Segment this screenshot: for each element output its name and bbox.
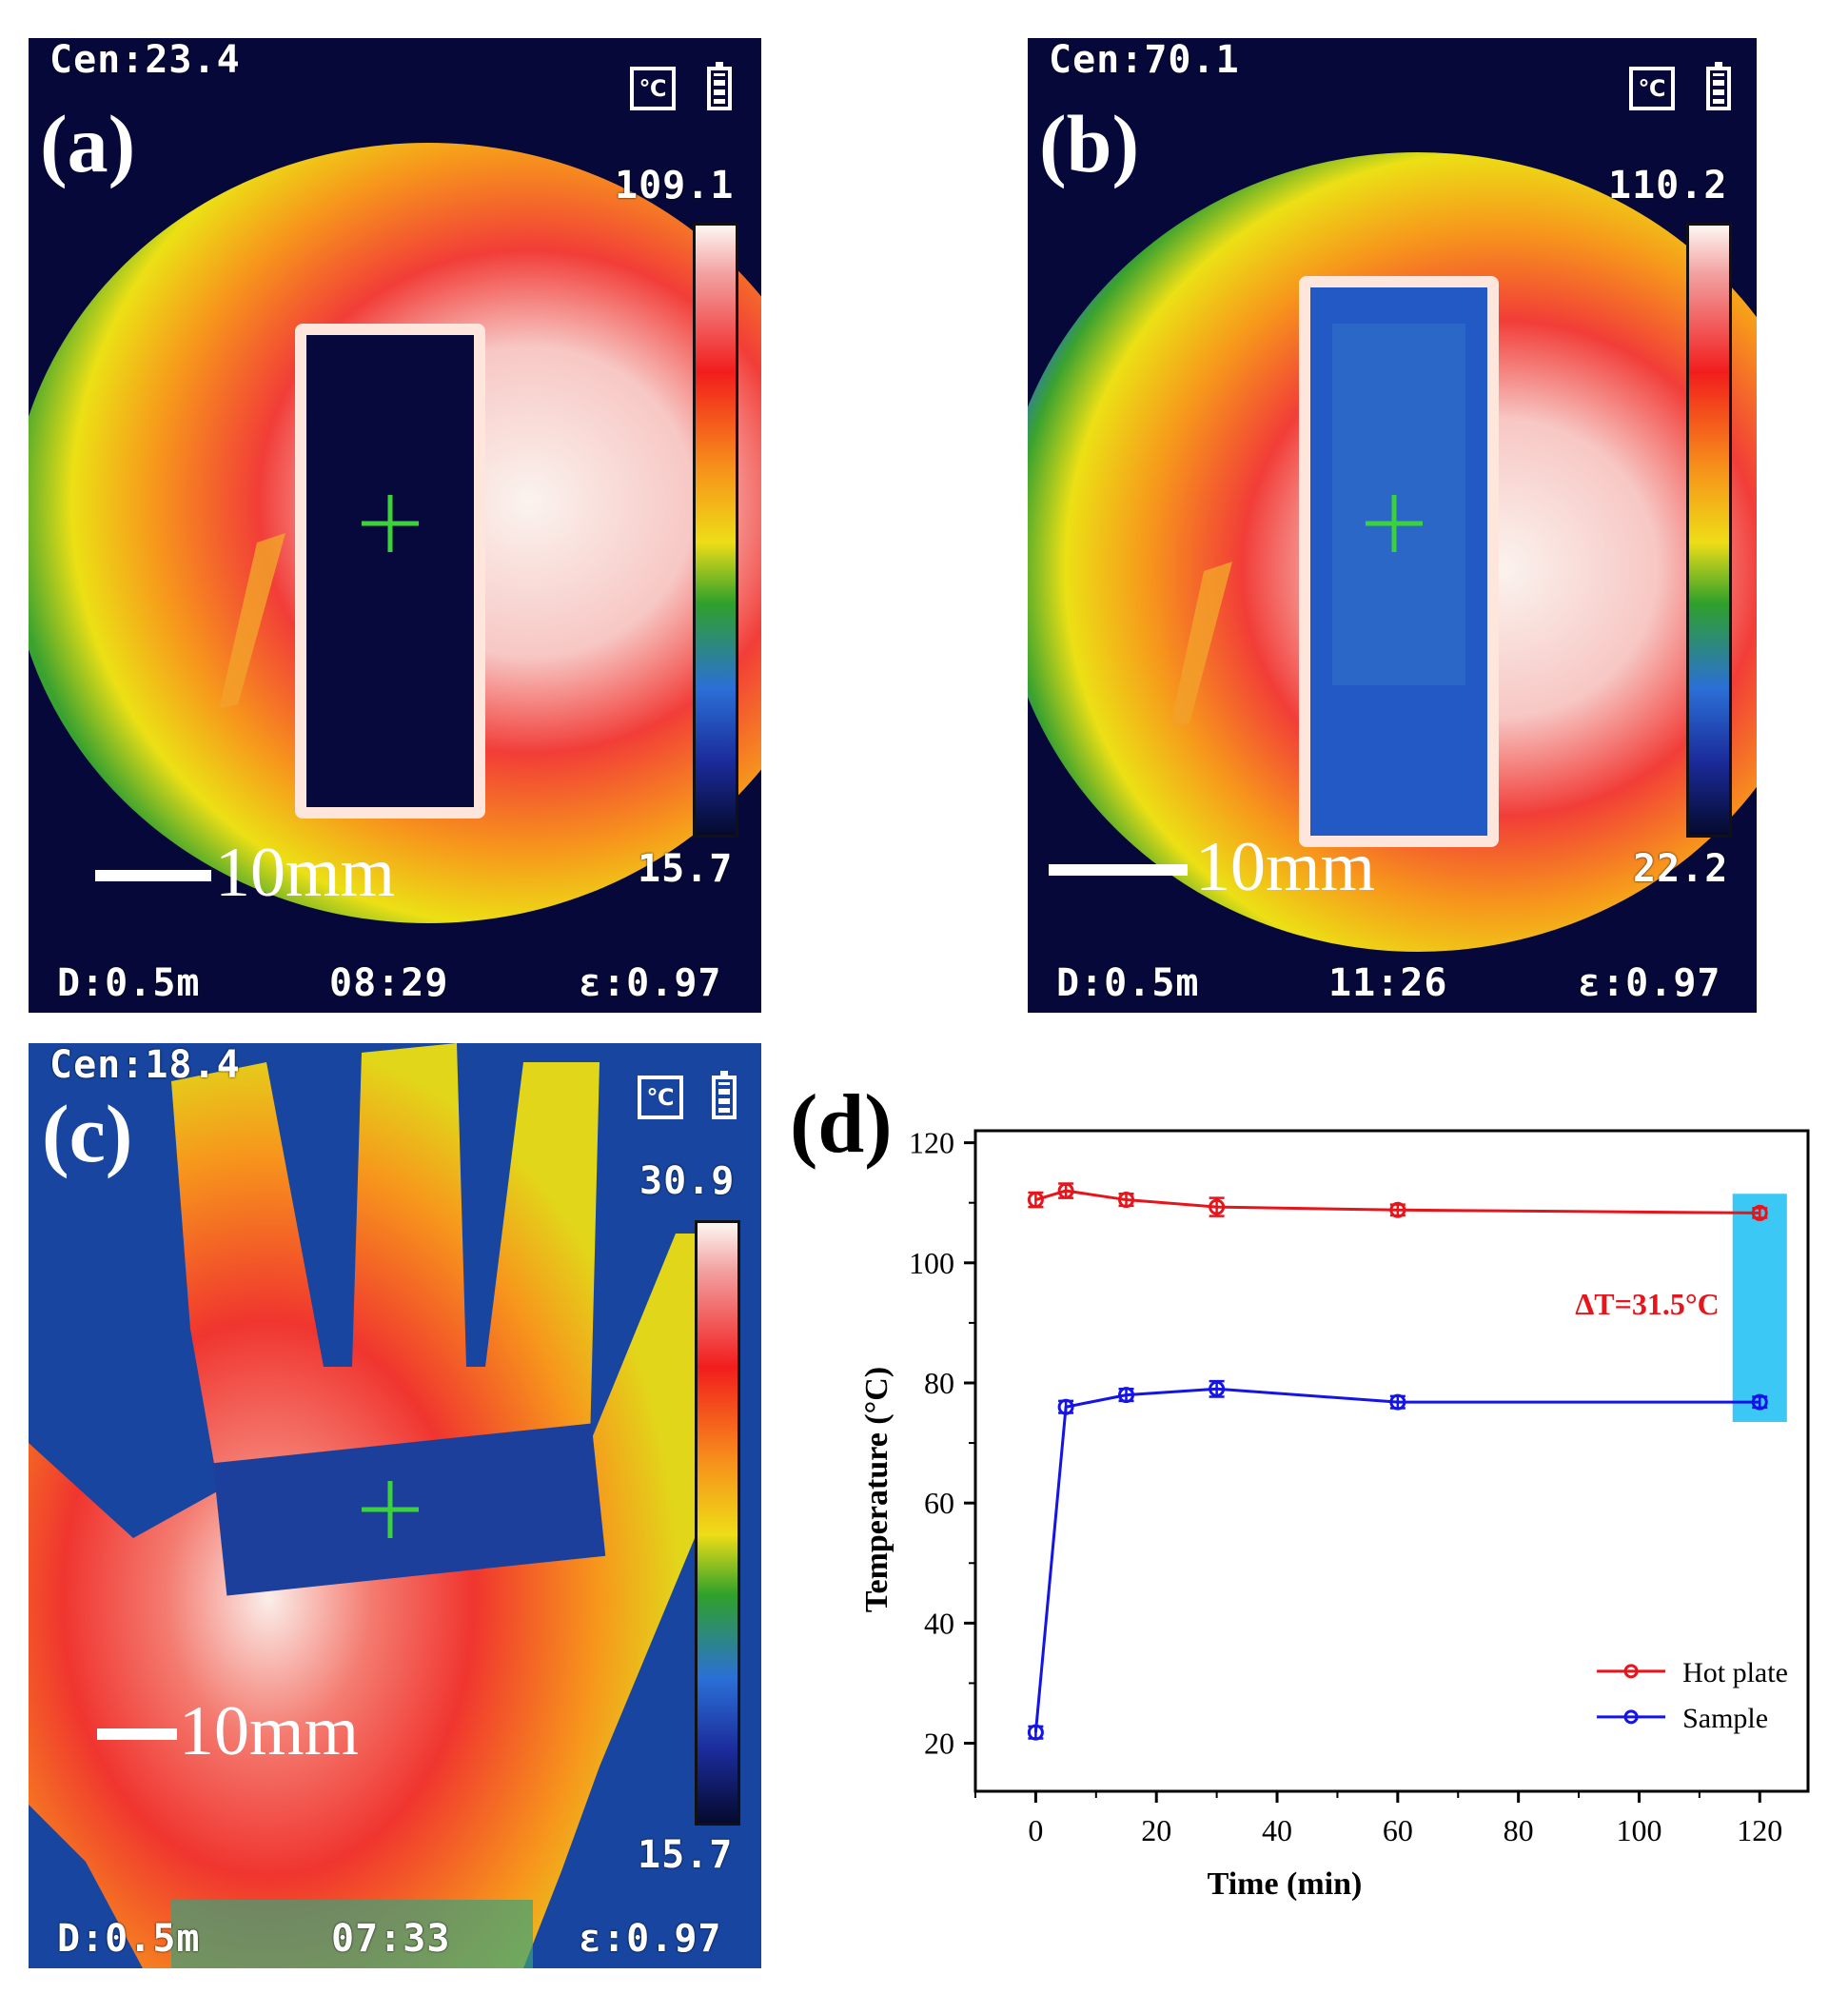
y-tick-label: 40 xyxy=(924,1606,954,1640)
distance-readout: D:0.5m xyxy=(57,961,201,1005)
temperature-chart: (d) 0 20 40 60 80 100 120 20 40 60 80 100 120 Time (… xyxy=(790,1078,1810,1902)
legend-marker xyxy=(1623,1709,1639,1725)
battery-icon xyxy=(1706,62,1731,110)
y-axis-label: Temperature (°C) xyxy=(859,1367,895,1612)
plot-area: 0 20 40 60 80 100 120 20 40 60 80 100 120 xyxy=(909,1126,1810,1847)
thermal-panel-a: Cen:23.4 ℃ (a) 109.1 15.7 10mm D:0.5m 08… xyxy=(29,38,761,1013)
emissivity-readout: ε:0.97 xyxy=(579,961,722,1005)
emissivity-readout: ε:0.97 xyxy=(1578,961,1721,1005)
x-tick-label: 120 xyxy=(1737,1813,1782,1847)
legend-marker xyxy=(1623,1664,1639,1679)
plot-frame xyxy=(973,1129,1810,1793)
panel-label-c: (c) xyxy=(42,1088,133,1179)
celsius-icon: ℃ xyxy=(630,67,676,110)
celsius-icon: ℃ xyxy=(638,1076,683,1119)
time-readout: 11:26 xyxy=(1328,961,1448,1005)
y-tick-label: 20 xyxy=(924,1727,954,1761)
scale-bar-label: 10mm xyxy=(179,1692,360,1770)
colorbar xyxy=(693,223,738,838)
y-tick-label: 100 xyxy=(909,1246,954,1280)
panel-label-b: (b) xyxy=(1039,98,1140,189)
time-readout: 08:29 xyxy=(329,961,449,1005)
x-tick-label: 60 xyxy=(1383,1813,1413,1847)
colorbar-min-label: 15.7 xyxy=(638,847,734,891)
data-point xyxy=(1057,1398,1074,1415)
colorbar-min-label: 15.7 xyxy=(638,1833,734,1877)
colorbar xyxy=(1686,223,1732,838)
distance-readout: D:0.5m xyxy=(1056,961,1200,1005)
center-temp-readout: Cen:70.1 xyxy=(1049,38,1240,82)
colorbar-max-label: 109.1 xyxy=(615,164,735,207)
data-point xyxy=(1027,1192,1044,1209)
scale-bar xyxy=(1049,864,1188,876)
data-point xyxy=(1209,1380,1226,1397)
scale-bar xyxy=(95,870,211,881)
colorbar-max-label: 110.2 xyxy=(1608,164,1728,207)
scale-bar xyxy=(97,1728,177,1740)
thermal-panel-b: Cen:70.1 ℃ (b) 110.2 22.2 10mm D:0.5m 11… xyxy=(1028,38,1757,1013)
data-point xyxy=(1118,1192,1135,1209)
y-tick-label: 60 xyxy=(924,1486,954,1520)
data-point xyxy=(1057,1182,1074,1199)
thermal-image-b xyxy=(1028,152,1757,952)
colorbar xyxy=(695,1220,740,1826)
crosshair-icon-b xyxy=(1366,495,1423,552)
data-point xyxy=(1389,1393,1406,1411)
celsius-icon: ℃ xyxy=(1629,67,1675,110)
thermal-panel-c: Cen:18.4 ℃ (c) 30.9 15.7 10mm D:0.5m 07:… xyxy=(29,1043,761,1968)
battery-icon xyxy=(707,62,732,110)
crosshair-icon-c xyxy=(362,1481,419,1538)
data-point xyxy=(1389,1201,1406,1218)
thermal-image-c xyxy=(29,1043,714,1968)
thermal-image-a xyxy=(29,143,761,923)
colorbar-max-label: 30.9 xyxy=(639,1159,736,1203)
series-line xyxy=(1033,1387,1760,1733)
x-tick-label: 40 xyxy=(1262,1813,1292,1847)
x-tick-label: 20 xyxy=(1141,1813,1171,1847)
legend-label: Sample xyxy=(1682,1703,1768,1734)
battery-icon xyxy=(712,1071,737,1119)
x-axis-label: Time (min) xyxy=(1208,1866,1363,1902)
data-point xyxy=(1209,1198,1226,1215)
data-point xyxy=(1751,1393,1768,1411)
scale-bar-label: 10mm xyxy=(1195,828,1376,906)
x-tick-label: 0 xyxy=(1028,1813,1043,1847)
time-readout: 07:33 xyxy=(331,1917,451,1961)
delta-t-highlight xyxy=(1732,1194,1787,1422)
crosshair-icon-a xyxy=(362,495,419,552)
x-tick-label: 80 xyxy=(1504,1813,1534,1847)
center-temp-readout: Cen:23.4 xyxy=(49,38,241,82)
panel-label-d: (d) xyxy=(790,1078,893,1171)
x-tick-label: 100 xyxy=(1616,1813,1661,1847)
delta-t-annotation: ΔT=31.5°C xyxy=(1575,1287,1720,1321)
series-line xyxy=(1034,1189,1760,1214)
colorbar-min-label: 22.2 xyxy=(1633,847,1729,891)
distance-readout: D:0.5m xyxy=(57,1917,201,1961)
y-tick-label: 120 xyxy=(909,1126,954,1160)
emissivity-readout: ε:0.97 xyxy=(579,1917,722,1961)
panel-label-a: (a) xyxy=(40,98,136,189)
data-point xyxy=(1027,1724,1044,1741)
y-tick-label: 80 xyxy=(924,1366,954,1400)
legend: Hot plate Sample xyxy=(1597,1657,1788,1734)
legend-label: Hot plate xyxy=(1682,1657,1788,1688)
data-point xyxy=(1751,1204,1768,1221)
center-temp-readout: Cen:18.4 xyxy=(49,1043,241,1087)
data-point xyxy=(1118,1387,1135,1404)
scale-bar-label: 10mm xyxy=(215,834,396,912)
